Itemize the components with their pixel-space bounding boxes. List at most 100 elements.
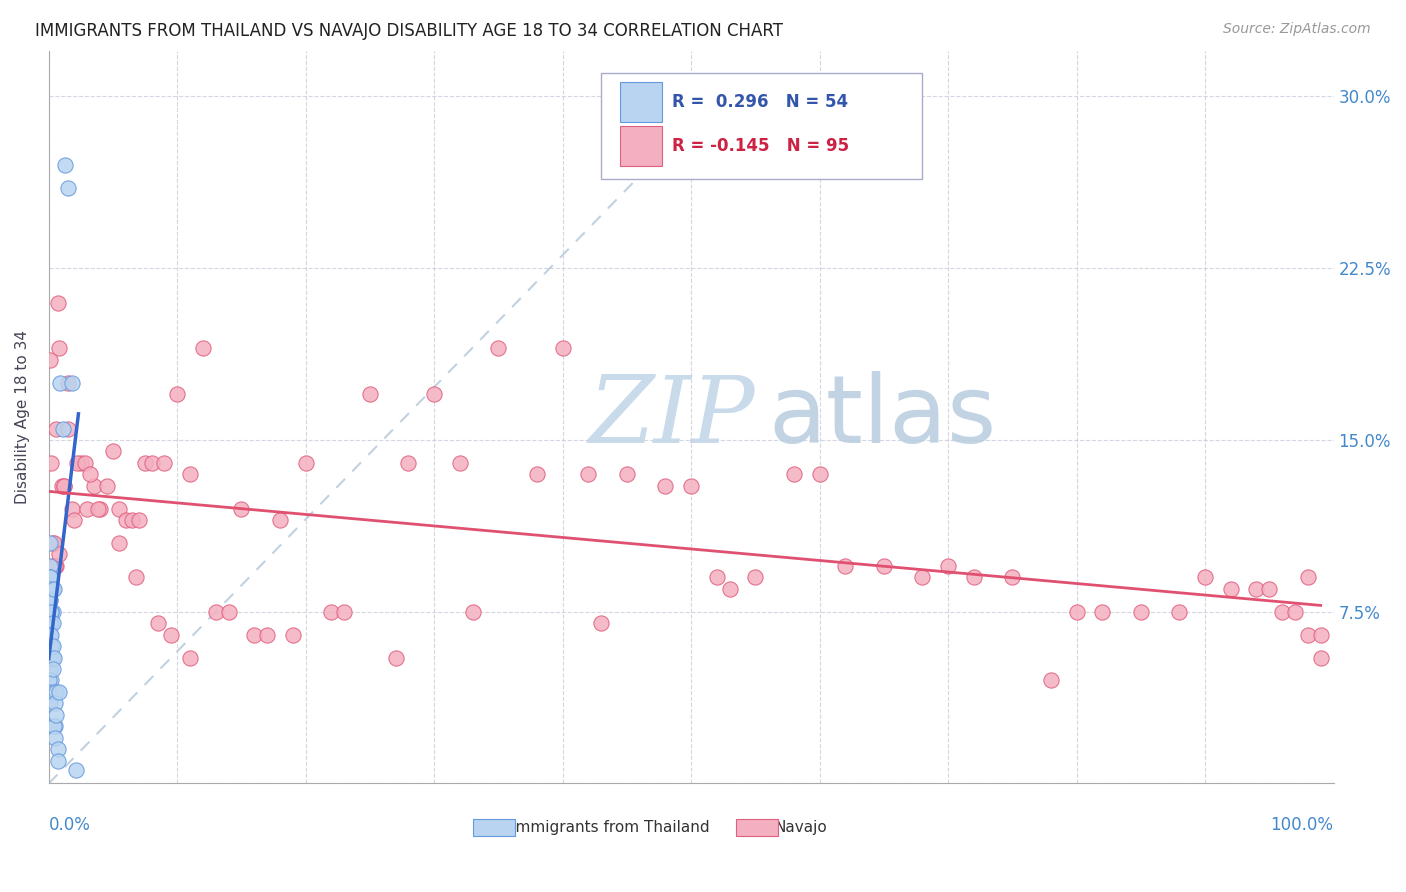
Point — [146, 616, 169, 631]
Point — [616, 467, 638, 482]
Point — [359, 387, 381, 401]
Point — [41, 639, 63, 653]
Point — [46, 295, 69, 310]
Point — [1066, 605, 1088, 619]
Point — [56, 421, 79, 435]
Point — [38, 570, 60, 584]
Point — [83, 479, 105, 493]
Point — [41, 639, 63, 653]
Point — [38, 673, 60, 688]
Point — [153, 456, 176, 470]
Point — [166, 387, 188, 401]
Text: IMMIGRANTS FROM THAILAND VS NAVAJO DISABILITY AGE 18 TO 34 CORRELATION CHART: IMMIGRANTS FROM THAILAND VS NAVAJO DISAB… — [35, 22, 783, 40]
Point — [70, 456, 93, 470]
Point — [486, 342, 509, 356]
Point — [76, 501, 98, 516]
Point — [1219, 582, 1241, 596]
Point — [48, 548, 70, 562]
Point — [1309, 627, 1331, 641]
Point — [706, 570, 728, 584]
Point — [42, 582, 65, 596]
Point — [38, 685, 60, 699]
Point — [125, 570, 148, 584]
Point — [38, 650, 60, 665]
Point — [1001, 570, 1024, 584]
Point — [86, 501, 108, 516]
Point — [45, 421, 67, 435]
Point — [718, 582, 741, 596]
Point — [51, 479, 73, 493]
Point — [42, 650, 65, 665]
Point — [39, 616, 62, 631]
Point — [39, 593, 62, 607]
Point — [48, 342, 70, 356]
Bar — [620, 82, 662, 122]
Point — [1194, 570, 1216, 584]
Point — [39, 570, 62, 584]
Point — [44, 719, 66, 733]
Text: R =  0.296   N = 54: R = 0.296 N = 54 — [672, 93, 848, 111]
Point — [41, 605, 63, 619]
Point — [45, 707, 67, 722]
Point — [41, 616, 63, 631]
Point — [204, 605, 226, 619]
Point — [231, 501, 253, 516]
Point — [42, 719, 65, 733]
Point — [526, 467, 548, 482]
Point — [294, 456, 316, 470]
Point — [576, 467, 599, 482]
Point — [46, 742, 69, 756]
Point — [44, 696, 66, 710]
Point — [41, 639, 63, 653]
Point — [551, 342, 574, 356]
Point — [42, 685, 65, 699]
FancyBboxPatch shape — [602, 72, 922, 179]
Point — [53, 479, 76, 493]
Point — [39, 662, 62, 676]
Point — [41, 456, 63, 470]
Point — [41, 616, 63, 631]
Point — [108, 536, 131, 550]
Point — [39, 627, 62, 641]
Point — [681, 479, 703, 493]
Point — [654, 479, 676, 493]
Point — [1258, 582, 1281, 596]
Bar — [472, 820, 515, 836]
Point — [39, 536, 62, 550]
Point — [1284, 605, 1306, 619]
Point — [39, 639, 62, 653]
Point — [398, 456, 420, 470]
Point — [39, 627, 62, 641]
Point — [1168, 605, 1191, 619]
Point — [38, 662, 60, 676]
Point — [39, 352, 62, 367]
Point — [52, 421, 75, 435]
Y-axis label: Disability Age 18 to 34: Disability Age 18 to 34 — [15, 330, 30, 504]
Point — [281, 627, 304, 641]
Point — [79, 467, 101, 482]
Point — [39, 593, 62, 607]
Point — [108, 501, 131, 516]
Point — [243, 627, 266, 641]
Point — [141, 456, 163, 470]
Text: 100.0%: 100.0% — [1271, 816, 1333, 835]
Bar — [737, 820, 779, 836]
Point — [423, 387, 446, 401]
Point — [44, 558, 66, 573]
Point — [45, 685, 67, 699]
Point — [53, 479, 76, 493]
Point — [39, 582, 62, 596]
Point — [783, 467, 806, 482]
Point — [46, 754, 69, 768]
Point — [38, 662, 60, 676]
Point — [218, 605, 240, 619]
Point — [256, 627, 278, 641]
Text: R = -0.145   N = 95: R = -0.145 N = 95 — [672, 137, 849, 155]
Point — [39, 558, 62, 573]
Point — [911, 570, 934, 584]
Point — [45, 558, 67, 573]
Point — [39, 696, 62, 710]
Point — [269, 513, 291, 527]
Point — [89, 501, 111, 516]
Point — [41, 605, 63, 619]
